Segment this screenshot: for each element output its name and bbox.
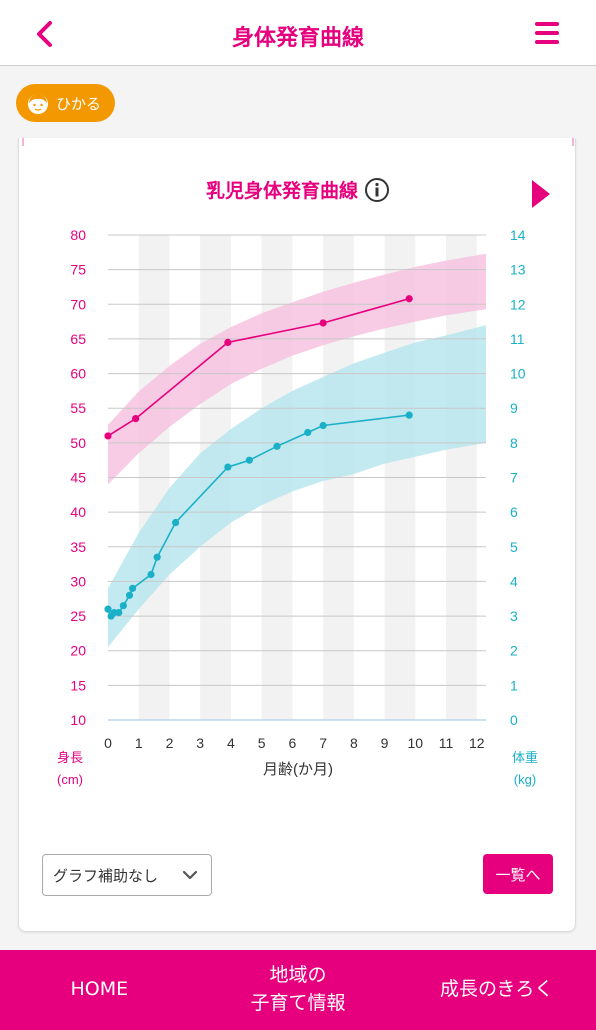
weight-tick-label: 8 bbox=[510, 435, 518, 451]
weight-percentile-band bbox=[108, 325, 486, 648]
month-tick-label: 4 bbox=[227, 735, 235, 751]
tab-local-line2: 子育て情報 bbox=[250, 992, 346, 1014]
height-point bbox=[405, 295, 413, 303]
chart-gridlines bbox=[108, 234, 486, 721]
month-tick-label: 5 bbox=[258, 735, 266, 751]
weight-tick-label: 3 bbox=[510, 608, 518, 624]
page-title: 身体発育曲線 bbox=[231, 26, 364, 51]
chart-series bbox=[104, 295, 413, 620]
card-top-edge bbox=[22, 138, 574, 146]
triangle-right-icon[interactable] bbox=[528, 178, 552, 210]
month-tick-label: 1 bbox=[135, 735, 143, 751]
height-tick-label: 50 bbox=[70, 435, 86, 451]
height-tick-label: 55 bbox=[70, 400, 86, 416]
info-icon[interactable] bbox=[364, 177, 390, 203]
height-point bbox=[104, 432, 112, 440]
chart-title-row: 乳児身体発育曲線 bbox=[0, 176, 596, 203]
height-tick-label: 30 bbox=[70, 573, 86, 589]
height-tick-label: 65 bbox=[70, 331, 86, 347]
weight-tick-label: 14 bbox=[510, 227, 526, 243]
weight-point bbox=[405, 411, 413, 419]
weight-tick-label: 9 bbox=[510, 400, 518, 416]
height-tick-label: 80 bbox=[70, 227, 86, 243]
tab-local-childcare-info[interactable]: 地域の 子育て情報 bbox=[199, 950, 398, 1030]
weight-tick-label: 7 bbox=[510, 470, 518, 486]
weight-point bbox=[153, 553, 161, 561]
month-tick-label: 2 bbox=[166, 735, 174, 751]
weight-point bbox=[224, 463, 232, 471]
height-tick-label: 35 bbox=[70, 539, 86, 555]
weight-point bbox=[273, 442, 281, 450]
height-tick-label: 40 bbox=[70, 504, 86, 520]
weight-axis-label-2: (kg) bbox=[514, 772, 536, 787]
chart-reference-bands bbox=[108, 253, 486, 648]
weight-tick-label: 13 bbox=[510, 262, 526, 278]
tab-growth-record[interactable]: 成長のきろく bbox=[439, 978, 554, 1001]
height-tick-label: 75 bbox=[70, 262, 86, 278]
height-tick-label: 20 bbox=[70, 643, 86, 659]
list-view-button[interactable]: 一覧へ bbox=[483, 854, 553, 894]
height-percentile-band bbox=[108, 253, 486, 485]
height-axis-label-2: (cm) bbox=[57, 772, 83, 787]
weight-point bbox=[172, 518, 180, 527]
child-name: ひかる bbox=[56, 94, 102, 113]
weight-tick-label: 5 bbox=[510, 539, 518, 555]
chevron-down-icon bbox=[182, 870, 198, 880]
child-face-icon bbox=[28, 94, 48, 114]
month-tick-label: 10 bbox=[408, 735, 424, 751]
month-axis-ticks: 0 1 2 3 4 5 6 7 8 9 10 11 12 bbox=[104, 735, 485, 751]
weight-tick-label: 0 bbox=[510, 712, 518, 728]
height-point bbox=[319, 319, 327, 327]
height-point bbox=[132, 415, 140, 423]
weight-point bbox=[319, 421, 327, 430]
hamburger-menu-icon[interactable] bbox=[532, 18, 562, 48]
month-tick-label: 9 bbox=[381, 735, 389, 751]
month-tick-label: 11 bbox=[439, 735, 454, 751]
weight-axis-label-1: 体重 bbox=[512, 750, 538, 765]
height-tick-label: 15 bbox=[70, 677, 86, 693]
height-tick-label: 70 bbox=[70, 296, 86, 312]
weight-tick-label: 6 bbox=[510, 504, 518, 520]
weight-tick-label: 4 bbox=[510, 573, 518, 589]
month-tick-label: 3 bbox=[196, 735, 204, 751]
tab-local-line1: 地域の bbox=[269, 964, 327, 987]
month-axis-label: 月齢(か月) bbox=[263, 761, 333, 778]
weight-point bbox=[104, 605, 112, 613]
weight-tick-label: 1 bbox=[510, 677, 518, 693]
month-tick-label: 0 bbox=[104, 735, 112, 751]
weight-point bbox=[245, 456, 253, 464]
weight-tick-label: 10 bbox=[510, 366, 526, 382]
graph-assist-value: グラフ補助なし bbox=[53, 866, 159, 885]
tab-home[interactable]: HOME bbox=[70, 978, 129, 1001]
weight-tick-label: 2 bbox=[510, 643, 518, 659]
weight-point bbox=[115, 609, 123, 617]
height-tick-label: 60 bbox=[70, 366, 86, 382]
weight-tick-label: 12 bbox=[510, 296, 526, 312]
weight-point bbox=[119, 602, 127, 610]
month-tick-label: 12 bbox=[469, 735, 485, 751]
weight-point bbox=[125, 591, 134, 599]
weight-tick-label: 11 bbox=[510, 331, 525, 347]
app-header: 身体発育曲線 bbox=[0, 0, 596, 66]
child-selector-badge[interactable]: ひかる bbox=[16, 84, 116, 122]
weight-point bbox=[304, 428, 312, 437]
chart-title: 乳児身体発育曲線 bbox=[205, 180, 358, 202]
bottom-navigation: HOME 地域の 子育て情報 成長のきろく bbox=[0, 950, 596, 1030]
weight-point bbox=[128, 584, 137, 592]
chevron-left-icon[interactable] bbox=[28, 16, 64, 52]
height-axis-ticks: 10 15 20 25 30 35 40 45 50 55 60 65 70 75 80 bbox=[70, 227, 86, 728]
month-tick-label: 6 bbox=[288, 735, 296, 751]
height-tick-label: 45 bbox=[70, 470, 86, 486]
height-tick-label: 25 bbox=[70, 608, 86, 624]
height-point bbox=[224, 338, 232, 346]
month-tick-label: 8 bbox=[350, 735, 358, 751]
height-tick-label: 10 bbox=[70, 712, 86, 728]
height-axis-label-1: 身長 bbox=[57, 750, 83, 765]
graph-assist-select[interactable]: グラフ補助なし bbox=[42, 854, 212, 896]
weight-point bbox=[147, 570, 155, 579]
month-tick-label: 7 bbox=[319, 735, 327, 751]
